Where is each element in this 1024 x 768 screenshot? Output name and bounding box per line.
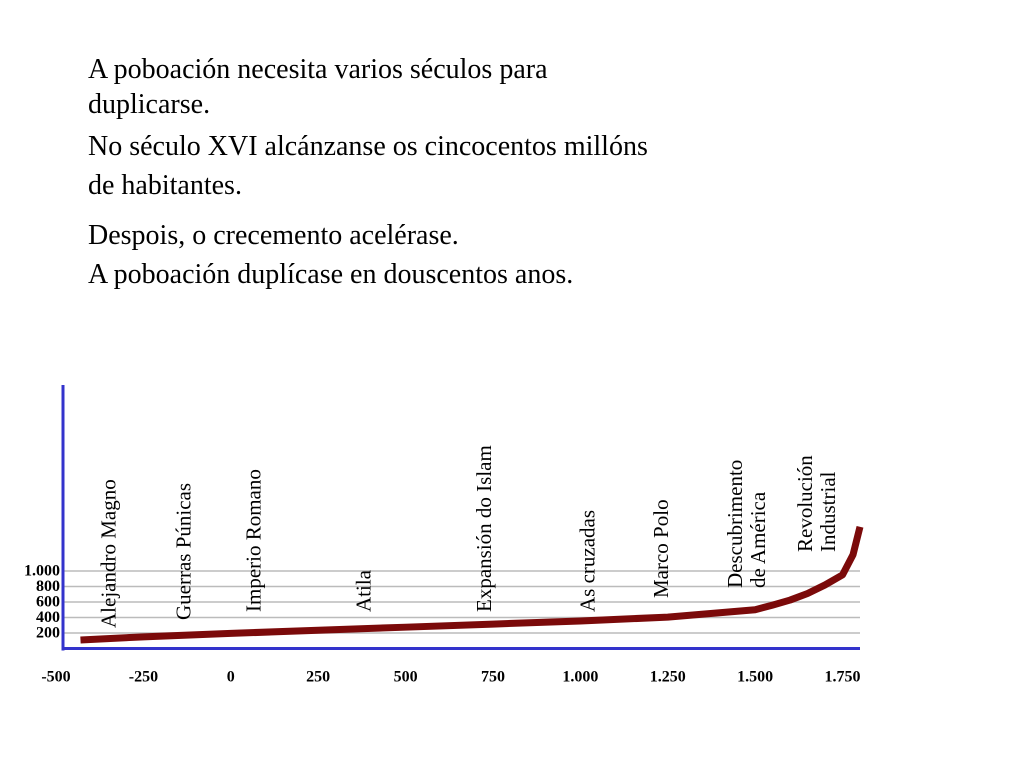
event-label: Expansión do Islam: [472, 445, 496, 612]
event-annotation: Alejandro Magno: [96, 479, 120, 628]
event-label: Guerras Púnicas: [172, 483, 196, 620]
y-tick-label: 400: [36, 609, 60, 626]
event-annotation: Descubrimento de América: [723, 460, 770, 588]
population-line: [80, 525, 864, 644]
event-label: Industrial: [816, 471, 840, 552]
x-tick-label: 1.250: [650, 669, 686, 686]
event-label: Atila: [352, 569, 376, 612]
event-annotation: Atila: [352, 569, 376, 612]
x-tick-label: -500: [41, 669, 70, 686]
paragraph-line: A poboación necesita varios séculos para: [88, 54, 548, 85]
event-annotation: Revolución Industrial: [793, 455, 840, 552]
event-annotation: Guerras Púnicas: [172, 483, 196, 620]
x-tick-label: 500: [394, 669, 418, 686]
x-tick-label: 0: [227, 669, 235, 686]
paragraph-line: A poboación duplícase en douscentos anos…: [88, 259, 573, 290]
x-tick-label: 1.000: [562, 669, 598, 686]
event-label: de América: [746, 491, 770, 588]
x-tick-label: 1.500: [737, 669, 773, 686]
y-tick-label: 1.000: [24, 563, 60, 580]
y-tick-label: 200: [36, 625, 60, 642]
paragraph-line: duplicarse.: [88, 89, 210, 120]
event-label: As cruzadas: [575, 510, 599, 612]
event-label: Revolución: [793, 455, 817, 552]
y-tick-label: 800: [36, 578, 60, 595]
x-tick-label: 750: [481, 669, 505, 686]
paragraph-line: Despois, o crecemento acelérase.: [88, 220, 459, 251]
event-annotation: Imperio Romano: [242, 469, 266, 612]
event-annotation: As cruzadas: [575, 510, 599, 612]
y-tick-label: 600: [36, 594, 60, 611]
paragraph-line: de habitantes.: [88, 170, 242, 201]
event-annotation: Marco Polo: [649, 499, 673, 598]
x-tick-label: -250: [129, 669, 158, 686]
event-label: Imperio Romano: [242, 469, 266, 612]
event-label: Descubrimento: [723, 460, 747, 588]
x-tick-label: 1.750: [825, 669, 861, 686]
paragraph-line: No século XVI alcánzanse os cincocentos …: [88, 131, 648, 162]
x-tick-label: 250: [306, 669, 330, 686]
event-annotation: Expansión do Islam: [472, 445, 496, 612]
event-label: Alejandro Magno: [96, 479, 120, 628]
event-label: Marco Polo: [649, 499, 673, 598]
